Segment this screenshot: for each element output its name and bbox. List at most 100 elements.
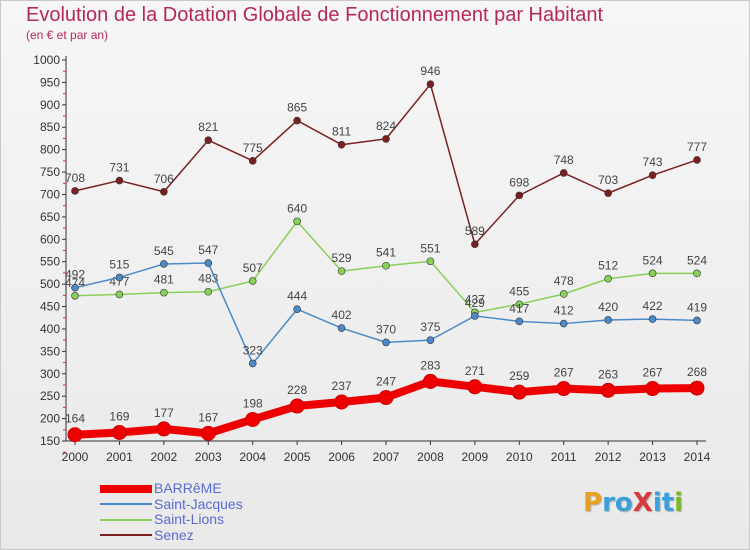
data-point <box>382 338 390 347</box>
data-point <box>511 384 527 400</box>
legend-item: BARRêME <box>100 480 360 497</box>
data-point <box>245 411 261 427</box>
data-point <box>515 191 524 200</box>
logo-letter: i <box>652 488 662 518</box>
data-point <box>204 136 213 145</box>
legend-swatch <box>100 503 152 506</box>
data-point <box>648 269 657 278</box>
data-label: 169 <box>109 409 129 423</box>
logo-letter: t <box>661 488 675 518</box>
logo-letter: o <box>614 488 633 518</box>
data-point <box>471 240 479 249</box>
y-tick-label: 300 <box>40 367 60 381</box>
data-point <box>559 319 568 328</box>
data-label: 402 <box>332 308 352 322</box>
data-label: 228 <box>287 383 307 397</box>
x-tick-label: 2014 <box>684 450 711 464</box>
data-point <box>71 291 79 300</box>
data-point <box>334 394 350 410</box>
data-point <box>604 189 612 197</box>
data-point <box>160 260 168 268</box>
data-point <box>71 187 79 195</box>
chart-title: Evolution de la Dotation Globale de Fonc… <box>26 4 604 26</box>
logo-letter: P <box>583 488 603 518</box>
x-tick-label: 2002 <box>151 450 178 464</box>
x-tick-label: 2012 <box>595 450 622 464</box>
data-label: 589 <box>465 224 485 238</box>
x-tick-label: 2003 <box>195 450 222 464</box>
data-label: 283 <box>420 358 440 372</box>
y-tick-label: 650 <box>40 210 60 224</box>
data-point <box>248 157 257 165</box>
data-label: 545 <box>154 244 174 258</box>
legend-label: BARRêME <box>154 480 222 496</box>
data-label: 507 <box>243 261 263 275</box>
chart-legend: BARRêME Saint-Jacques Saint-Lions Senez <box>100 480 360 543</box>
y-tick-label: 550 <box>40 255 60 269</box>
data-label: 267 <box>554 366 574 380</box>
data-label: 437 <box>465 292 485 306</box>
x-tick-label: 2010 <box>506 450 533 464</box>
y-tick-label: 250 <box>40 389 60 403</box>
y-tick-label: 500 <box>40 277 60 291</box>
data-point <box>693 156 701 164</box>
data-point <box>293 305 301 314</box>
data-label: 177 <box>154 406 174 420</box>
data-label: 412 <box>554 304 574 318</box>
data-label: 512 <box>598 259 618 273</box>
data-point <box>111 424 127 440</box>
y-tick-label: 700 <box>40 187 60 201</box>
y-tick-label: 150 <box>40 434 60 448</box>
y-tick-label: 900 <box>40 98 60 112</box>
x-tick-label: 2011 <box>551 450 577 464</box>
logo-letter: r <box>602 488 615 518</box>
data-label: 824 <box>376 119 396 133</box>
data-label: 198 <box>243 396 263 410</box>
data-point <box>248 277 257 285</box>
data-point <box>467 379 483 395</box>
legend-swatch <box>100 534 152 537</box>
data-point <box>515 300 524 309</box>
data-point <box>471 312 479 320</box>
data-label: 821 <box>198 120 218 134</box>
data-point <box>426 80 435 89</box>
data-point <box>604 316 612 324</box>
data-label: 417 <box>509 301 529 315</box>
y-tick-label: 800 <box>40 143 60 157</box>
data-point <box>67 427 83 443</box>
data-label: 247 <box>376 375 396 389</box>
data-label: 237 <box>332 379 352 393</box>
data-point <box>289 398 305 414</box>
chart-subtitle: (en € et par an) <box>26 28 109 42</box>
legend-swatch <box>100 484 152 493</box>
data-label: 703 <box>598 173 618 187</box>
data-label: 323 <box>243 343 263 357</box>
data-point <box>693 316 701 325</box>
x-tick-label: 2013 <box>639 450 666 464</box>
data-point <box>160 288 168 297</box>
data-label: 481 <box>154 273 174 287</box>
data-point <box>604 274 612 283</box>
data-label: 455 <box>509 284 529 298</box>
x-tick-label: 2001 <box>106 450 133 464</box>
data-label: 529 <box>332 251 352 265</box>
y-tick-label: 750 <box>40 165 60 179</box>
data-label: 259 <box>509 369 529 383</box>
data-label: 492 <box>65 268 85 282</box>
data-point <box>378 390 394 406</box>
logo-letter: i <box>674 488 684 518</box>
proxiti-logo: ProXiti <box>583 488 683 518</box>
data-point <box>693 269 701 278</box>
x-tick-label: 2007 <box>373 450 400 464</box>
data-point <box>648 315 657 323</box>
data-label: 263 <box>598 367 618 381</box>
x-tick-label: 2009 <box>462 450 489 464</box>
data-label: 777 <box>687 140 707 154</box>
legend-swatch <box>100 518 152 521</box>
data-point <box>337 324 346 332</box>
data-label: 865 <box>287 101 307 115</box>
data-label: 698 <box>509 175 529 189</box>
data-point <box>515 317 524 326</box>
data-point <box>559 169 568 177</box>
data-label: 731 <box>109 161 129 175</box>
